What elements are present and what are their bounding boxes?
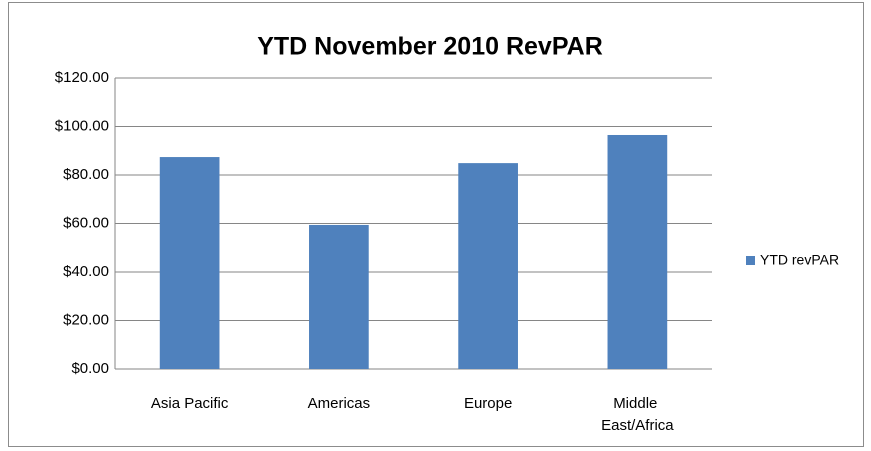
legend-label: YTD revPAR bbox=[760, 252, 839, 268]
y-tick-label: $20.00 bbox=[63, 311, 109, 328]
bar bbox=[309, 224, 369, 369]
x-tick-label: Americas bbox=[308, 395, 371, 412]
y-tick-label: $100.00 bbox=[55, 117, 109, 134]
y-tick-label: $80.00 bbox=[63, 166, 109, 183]
chart-frame bbox=[8, 2, 864, 447]
chart-title: YTD November 2010 RevPAR bbox=[257, 33, 603, 61]
bar bbox=[607, 134, 668, 369]
y-tick-label: $120.00 bbox=[55, 69, 109, 86]
x-tick-label: Asia Pacific bbox=[151, 395, 229, 412]
x-tick-label: Europe bbox=[464, 395, 512, 412]
y-tick-label: $60.00 bbox=[63, 214, 109, 231]
bar bbox=[458, 163, 518, 369]
y-tick-label: $40.00 bbox=[63, 263, 109, 280]
y-tick-label: $0.00 bbox=[71, 360, 109, 377]
bar bbox=[159, 157, 220, 369]
x-tick-label: Middle East/Africa bbox=[601, 395, 674, 434]
legend-swatch bbox=[746, 256, 755, 265]
